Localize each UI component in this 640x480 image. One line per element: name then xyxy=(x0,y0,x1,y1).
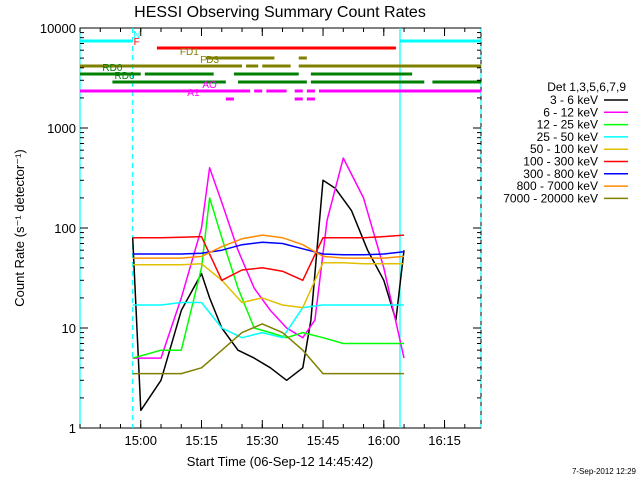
legend-entry-label: 3 - 6 keV xyxy=(550,93,598,107)
legend-entry-label: 800 - 7000 keV xyxy=(517,179,598,193)
series-line xyxy=(132,261,404,309)
legend-entry-label: 50 - 100 keV xyxy=(530,142,598,156)
y-tick-label: 100 xyxy=(54,221,76,236)
flag-label: A1 xyxy=(187,88,200,99)
y-tick-label: 10000 xyxy=(40,21,76,36)
flag-label: F xyxy=(134,37,140,48)
series-line xyxy=(132,234,405,282)
flag-label: RD0 xyxy=(102,63,122,74)
x-tick-label: 16:15 xyxy=(428,433,461,448)
y-tick-label: 1000 xyxy=(47,121,76,136)
legend-title: Det 1,3,5,6,7,9 xyxy=(547,80,626,94)
x-tick-label: 15:45 xyxy=(307,433,340,448)
flag-label: RD6 xyxy=(115,71,135,82)
x-axis: 15:00 15:15 15:30 15:45 16:00 16:15 xyxy=(79,28,466,448)
series-line xyxy=(132,301,404,339)
legend-entry-label: 100 - 300 keV xyxy=(523,155,598,169)
series-line xyxy=(132,234,405,259)
vertical-markers xyxy=(79,28,482,428)
legend-entry-label: 7000 - 20000 keV xyxy=(503,191,598,205)
legend-entry-label: 12 - 25 keV xyxy=(537,118,598,132)
series-line xyxy=(132,197,404,359)
series-line xyxy=(132,241,405,256)
x-tick-label: 15:15 xyxy=(185,433,218,448)
flag-label: AO xyxy=(202,80,217,91)
series-line xyxy=(132,323,404,375)
y-axis-label: Count Rate (s⁻¹ detector⁻¹) xyxy=(12,149,27,307)
legend-entry-label: 300 - 800 keV xyxy=(523,167,598,181)
x-axis-label: Start Time (06-Sep-12 14:45:42) xyxy=(187,454,373,469)
series-lines xyxy=(131,157,405,412)
y-tick-label: 10 xyxy=(62,321,76,336)
plot-frame xyxy=(79,27,482,429)
footer-stamp: 7-Sep-2012 12:29 xyxy=(572,467,637,476)
flag-label: N xyxy=(133,30,140,41)
flag-label: FD1 xyxy=(180,47,199,58)
x-tick-label: 15:30 xyxy=(246,433,279,448)
series-line xyxy=(131,179,405,412)
flag-label: FD3 xyxy=(200,55,219,66)
legend-entry-label: 25 - 50 keV xyxy=(537,130,598,144)
y-tick-label: 1 xyxy=(69,421,76,436)
x-tick-label: 15:00 xyxy=(124,433,157,448)
chart-title: HESSI Observing Summary Count Rates xyxy=(134,4,426,21)
x-tick-label: 16:00 xyxy=(368,433,401,448)
series-line xyxy=(132,157,405,359)
y-axis: 1 10 100 1000 10000 xyxy=(40,21,481,436)
legend-entry-label: 6 - 12 keV xyxy=(543,105,598,119)
